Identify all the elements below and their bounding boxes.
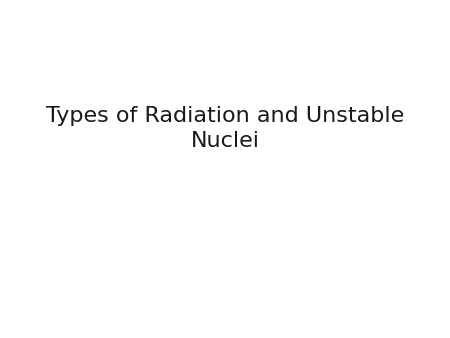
Text: Types of Radiation and Unstable
Nuclei: Types of Radiation and Unstable Nuclei — [46, 106, 404, 151]
